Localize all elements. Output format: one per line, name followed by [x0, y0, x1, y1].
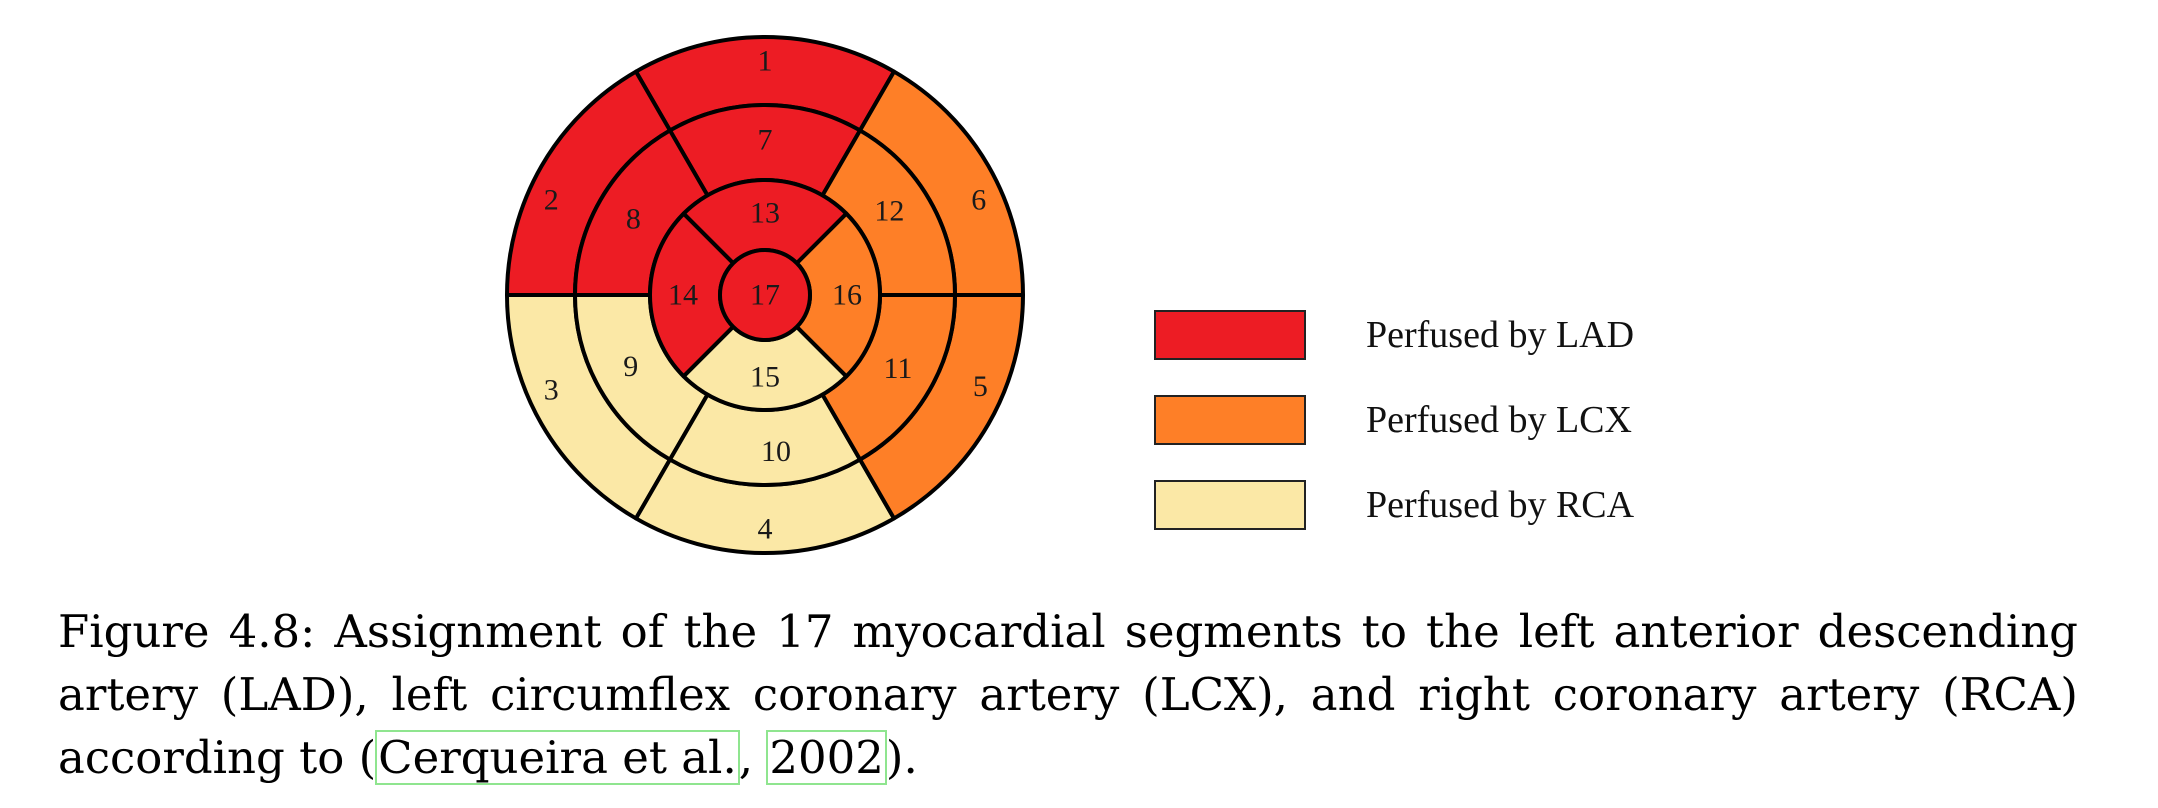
segment-17	[718, 248, 812, 342]
citation-year-link[interactable]: 2002	[766, 730, 887, 785]
segment-label-16: 16	[832, 279, 862, 312]
segment-label-5: 5	[973, 370, 988, 403]
legend-label-rca: Perfused by RCA	[1366, 484, 1635, 526]
segment-label-3: 3	[544, 374, 559, 407]
segment-label-11: 11	[883, 352, 912, 385]
caption-text: Figure 4.8: Assignment of the 17 myocard…	[58, 605, 2078, 784]
segment-label-6: 6	[971, 183, 986, 216]
segment-label-2: 2	[544, 183, 559, 216]
citation-author-link[interactable]: Cerqueira et al.	[375, 730, 740, 785]
citation-separator: ,	[738, 731, 768, 784]
legend-label-lad: Perfused by LAD	[1366, 314, 1634, 356]
segment-label-7: 7	[758, 124, 773, 157]
legend-swatch-rca	[1154, 480, 1306, 530]
segment-label-17: 17	[750, 279, 780, 312]
segment-label-15: 15	[750, 361, 780, 394]
segment-label-12: 12	[874, 195, 904, 228]
legend-label-lcx: Perfused by LCX	[1366, 399, 1632, 441]
segment-label-4: 4	[758, 513, 773, 546]
legend: Perfused by LAD Perfused by LCX Perfused b…	[1154, 310, 1635, 530]
segment-label-10: 10	[761, 435, 791, 468]
caption-suffix: ).	[885, 731, 918, 784]
bullseye-plot	[505, 35, 1025, 555]
segment-label-1: 1	[758, 45, 773, 78]
segment-label-9: 9	[623, 350, 638, 383]
legend-swatch-lcx	[1154, 395, 1306, 445]
segment-label-8: 8	[626, 203, 641, 236]
segment-label-13: 13	[750, 197, 780, 230]
segment-label-14: 14	[668, 279, 698, 312]
legend-swatch-lad	[1154, 310, 1306, 360]
figure-caption: Figure 4.8: Assignment of the 17 myocard…	[58, 600, 2078, 789]
